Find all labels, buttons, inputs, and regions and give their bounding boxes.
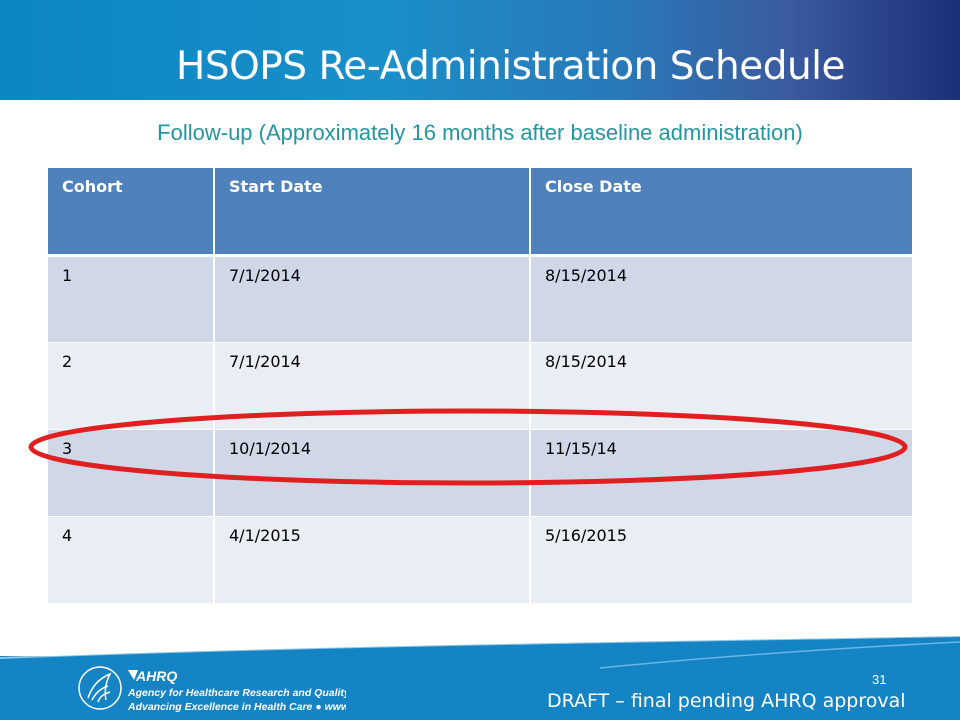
table-row: 4 4/1/2015 5/16/2015 <box>48 516 912 604</box>
table-row: 3 10/1/2014 11/15/14 <box>48 429 912 517</box>
cell-close-date: 5/16/2015 <box>530 516 912 604</box>
table-header-row: Cohort Start Date Close Date <box>48 168 912 257</box>
cell-close-date: 8/15/2014 <box>530 255 912 343</box>
header-start-date: Start Date <box>214 168 531 257</box>
svg-text:Agency for Healthcare Research: Agency for Healthcare Research and Quali… <box>127 687 346 699</box>
svg-text:AHRQ: AHRQ <box>135 668 177 684</box>
cell-close-date: 8/15/2014 <box>530 342 912 430</box>
cell-cohort: 3 <box>48 429 215 517</box>
schedule-table: Cohort Start Date Close Date 1 7/1/2014 … <box>48 168 912 604</box>
cell-cohort: 1 <box>48 255 215 343</box>
cell-start-date: 7/1/2014 <box>214 255 531 343</box>
header-band <box>0 0 960 100</box>
hhs-eagle-seal-icon <box>78 666 122 710</box>
slide-title: HSOPS Re-Administration Schedule <box>176 44 846 89</box>
cell-start-date: 4/1/2015 <box>214 516 531 604</box>
table-row: 2 7/1/2014 8/15/2014 <box>48 342 912 430</box>
slide-subtitle: Follow-up (Approximately 16 months after… <box>157 120 803 145</box>
ahrq-logo-icon: AHRQ <box>128 668 177 684</box>
svg-text:Advancing Excellence in Health: Advancing Excellence in Health Care ● ww… <box>127 701 346 713</box>
cell-start-date: 7/1/2014 <box>214 342 531 430</box>
footer-swoosh <box>0 636 960 720</box>
table-row: 1 7/1/2014 8/15/2014 <box>48 255 912 343</box>
page-number: 31 <box>872 672 887 687</box>
cell-cohort: 2 <box>48 342 215 430</box>
header-cohort: Cohort <box>48 168 215 257</box>
cell-close-date: 11/15/14 <box>530 429 912 517</box>
cell-start-date: 10/1/2014 <box>214 429 531 517</box>
cell-cohort: 4 <box>48 516 215 604</box>
ahrq-logo: AHRQ Agency for Healthcare Research and … <box>78 666 346 713</box>
header-close-date: Close Date <box>530 168 912 257</box>
draft-notice: DRAFT – final pending AHRQ approval <box>547 690 906 712</box>
